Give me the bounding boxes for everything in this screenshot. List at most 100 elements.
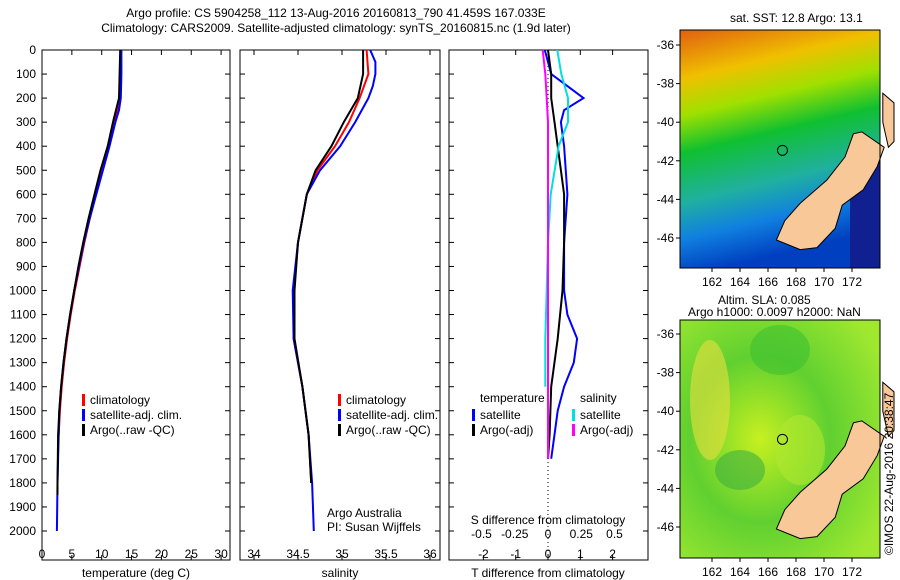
argo-float-marker [776,144,788,156]
y-tick-label: 200 [16,91,36,105]
sla-map-subtitle: Argo h1000: 0.0097 h2000: NaN [688,305,861,319]
plot-frame-1 [41,49,231,561]
legend-swatch [82,394,85,406]
legend-swatch [572,424,575,436]
legend-swatch [472,409,475,421]
y-tick-label: 1600 [9,428,36,442]
legend-swatch [82,409,85,421]
x-axis-label: salinity [322,566,359,580]
lon-tick-label: 172 [842,565,862,579]
s-tick-label: -0.5 [471,527,492,541]
legend-label: Argo(-adj) [580,423,633,437]
x-tick-label: -1 [510,547,521,561]
lon-tick-label: 170 [814,565,834,579]
lon-tick-label: 164 [730,275,750,289]
series-line-t-argo--adj- [547,49,566,459]
lon-tick-label: 166 [758,275,778,289]
argo-float-marker [776,433,788,445]
y-tick-label: 1000 [9,284,36,298]
figure-subtitle: Climatology: CARS2009. Satellite-adjuste… [101,21,571,35]
lon-tick-label: 172 [842,275,862,289]
map-field-sst [680,30,880,268]
lat-tick-label: -36 [657,327,675,341]
y-tick-label: 800 [16,235,36,249]
legend-swatch [338,424,341,436]
legend-label: Argo(-adj) [480,423,533,437]
y-tick-label: 500 [16,163,36,177]
sla-anomaly-blob [750,325,810,375]
legend-title: temperature [480,391,545,405]
x-tick-label: 20 [155,547,169,561]
x-tick-label: 34 [247,547,261,561]
y-tick-label: 1300 [9,356,36,370]
lon-tick-label: 164 [730,565,750,579]
south-island-land [775,131,885,251]
legend-label: climatology [90,393,150,407]
y-tick-label: 1400 [9,380,36,394]
x-tick-label: 35.5 [374,547,398,561]
x-tick-label: 0 [39,547,46,561]
legend-label: satellite-adj. clim. [346,408,438,422]
lat-tick-label: -44 [657,192,675,206]
y-tick-label: 100 [16,67,36,81]
lon-tick-label: 162 [702,565,722,579]
lat-tick-label: -42 [657,154,675,168]
y-tick-label: 600 [16,187,36,201]
x-axis-label: T difference from climatology [471,566,625,580]
series-line-climatology [57,49,122,435]
lat-tick-label: -42 [657,443,675,457]
north-island-land [882,92,895,149]
lat-tick-label: -46 [657,231,675,245]
lat-tick-label: -44 [657,481,675,495]
y-tick-label: 1700 [9,452,36,466]
lat-tick-label: -40 [657,115,675,129]
series-line-s-satellite [544,49,569,387]
y-tick-label: 700 [16,211,36,225]
plot-frame-2 [239,49,441,561]
x-tick-label: 36 [423,547,437,561]
y-tick-label: 1100 [10,308,36,322]
sla-anomaly-blob [775,415,825,485]
s-axis-label: S difference from climatology [471,513,626,527]
series-line-argo---raw--qc- [293,50,365,483]
annotation-line: Argo Australia [327,506,402,520]
x-tick-label: 10 [95,547,109,561]
x-tick-label: -2 [478,547,489,561]
lat-tick-label: -36 [657,38,675,52]
y-tick-label: 1900 [9,500,36,514]
lon-tick-label: 166 [758,565,778,579]
x-tick-label: 1 [577,547,584,561]
sla-anomaly-blob [690,340,730,460]
y-tick-label: 1500 [9,404,36,418]
x-tick-label: 30 [214,547,228,561]
y-tick-label: 0 [29,43,36,57]
x-tick-label: 5 [69,547,76,561]
map-frame [679,29,881,269]
lon-tick-label: 162 [702,275,722,289]
lon-tick-label: 168 [786,565,806,579]
map-frame [679,319,881,559]
legend-label: satellite [480,408,521,422]
lat-tick-label: -38 [657,77,675,91]
y-tick-label: 400 [16,139,36,153]
legend-swatch [338,409,341,421]
lon-tick-label: 168 [786,275,806,289]
y-tick-label: 2000 [9,524,36,538]
lat-tick-label: -46 [657,520,675,534]
legend-title: salinity [580,391,617,405]
series-line-satellite-adj--clim- [291,49,377,532]
y-tick-label: 1800 [9,476,36,490]
south-island-land [775,420,885,540]
x-tick-label: 15 [125,547,139,561]
north-island-land [882,381,895,438]
legend-swatch [572,409,575,421]
sla-anomaly-blob [715,450,765,490]
lon-tick-label: 170 [814,275,834,289]
lat-tick-label: -38 [657,366,675,380]
series-line-argo---raw--qc- [56,49,122,495]
legend-swatch [82,424,85,436]
x-axis-label: temperature (deg C) [82,566,190,580]
x-tick-label: 2 [609,547,616,561]
y-tick-label: 1200 [9,332,36,346]
